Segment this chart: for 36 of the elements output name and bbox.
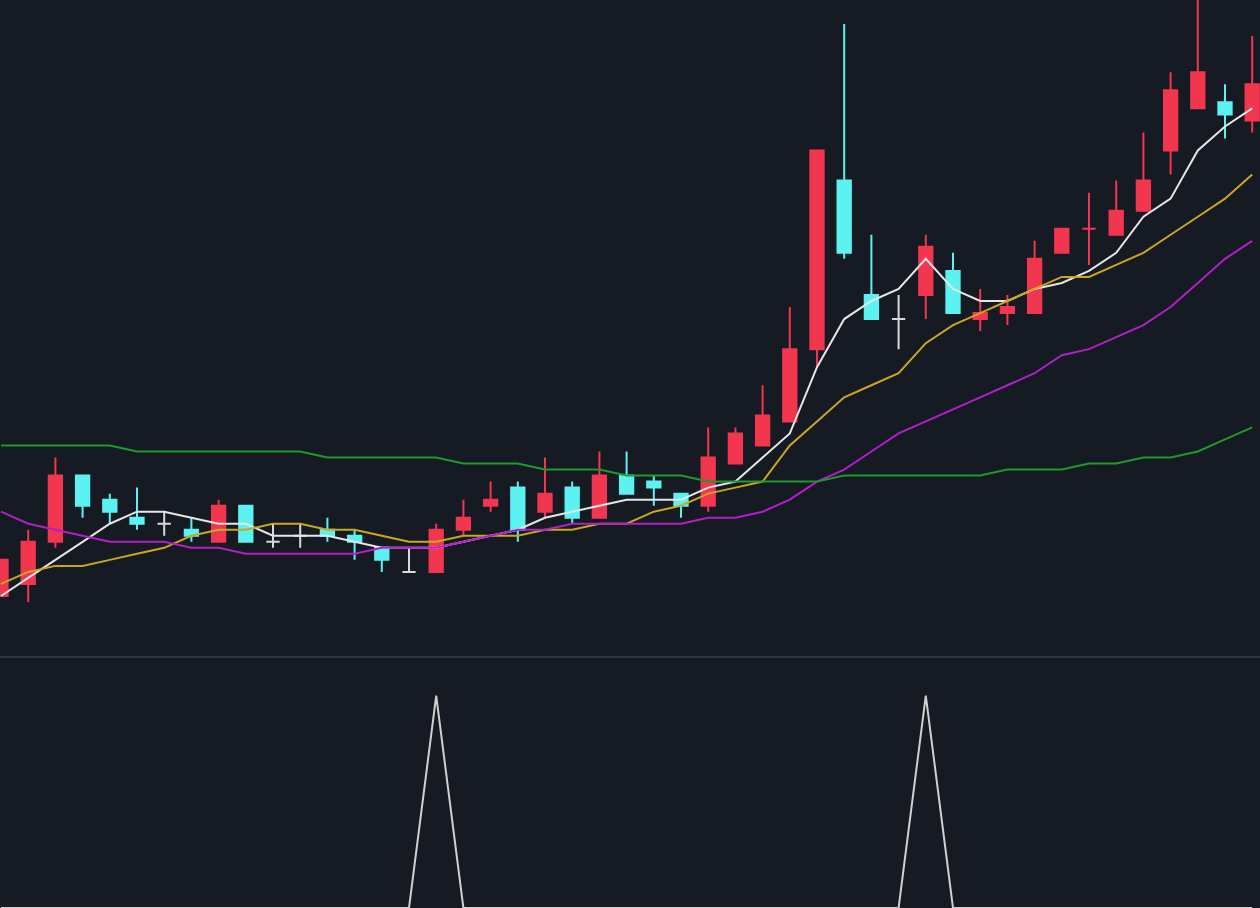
candlestick bbox=[156, 510, 172, 537]
candlestick bbox=[129, 486, 145, 531]
candlestick bbox=[1135, 131, 1152, 212]
candlestick bbox=[47, 456, 64, 549]
candlestick bbox=[754, 384, 771, 447]
candlestick bbox=[1108, 179, 1124, 236]
candlestick bbox=[74, 474, 91, 519]
candlestick bbox=[999, 293, 1016, 327]
candlestick bbox=[727, 426, 744, 465]
candlestick bbox=[1054, 227, 1070, 254]
candlestick bbox=[918, 233, 934, 321]
candlestick bbox=[1190, 0, 1206, 110]
candlestick bbox=[863, 233, 880, 321]
candlestick bbox=[1162, 71, 1179, 176]
candlestick bbox=[890, 293, 907, 351]
candlestick bbox=[1244, 35, 1260, 134]
candlestick bbox=[1217, 83, 1233, 140]
candlestick bbox=[102, 492, 118, 525]
candlestick bbox=[455, 498, 472, 537]
candlestick bbox=[1026, 239, 1043, 315]
candlestick bbox=[618, 450, 635, 495]
candlestick bbox=[809, 149, 825, 369]
candlestick bbox=[972, 287, 988, 333]
candlestick bbox=[1081, 191, 1097, 266]
candlestick bbox=[564, 480, 580, 525]
candlestick bbox=[401, 546, 417, 573]
candlestick bbox=[836, 23, 852, 260]
candlestick bbox=[537, 456, 553, 519]
candlestick bbox=[591, 450, 608, 519]
candlestick bbox=[265, 522, 281, 549]
candlestick bbox=[945, 251, 961, 315]
candlestick bbox=[646, 474, 662, 507]
candlestick bbox=[782, 306, 798, 423]
candlestick bbox=[482, 480, 499, 513]
candlestick bbox=[20, 528, 36, 603]
candlestick bbox=[510, 480, 526, 543]
